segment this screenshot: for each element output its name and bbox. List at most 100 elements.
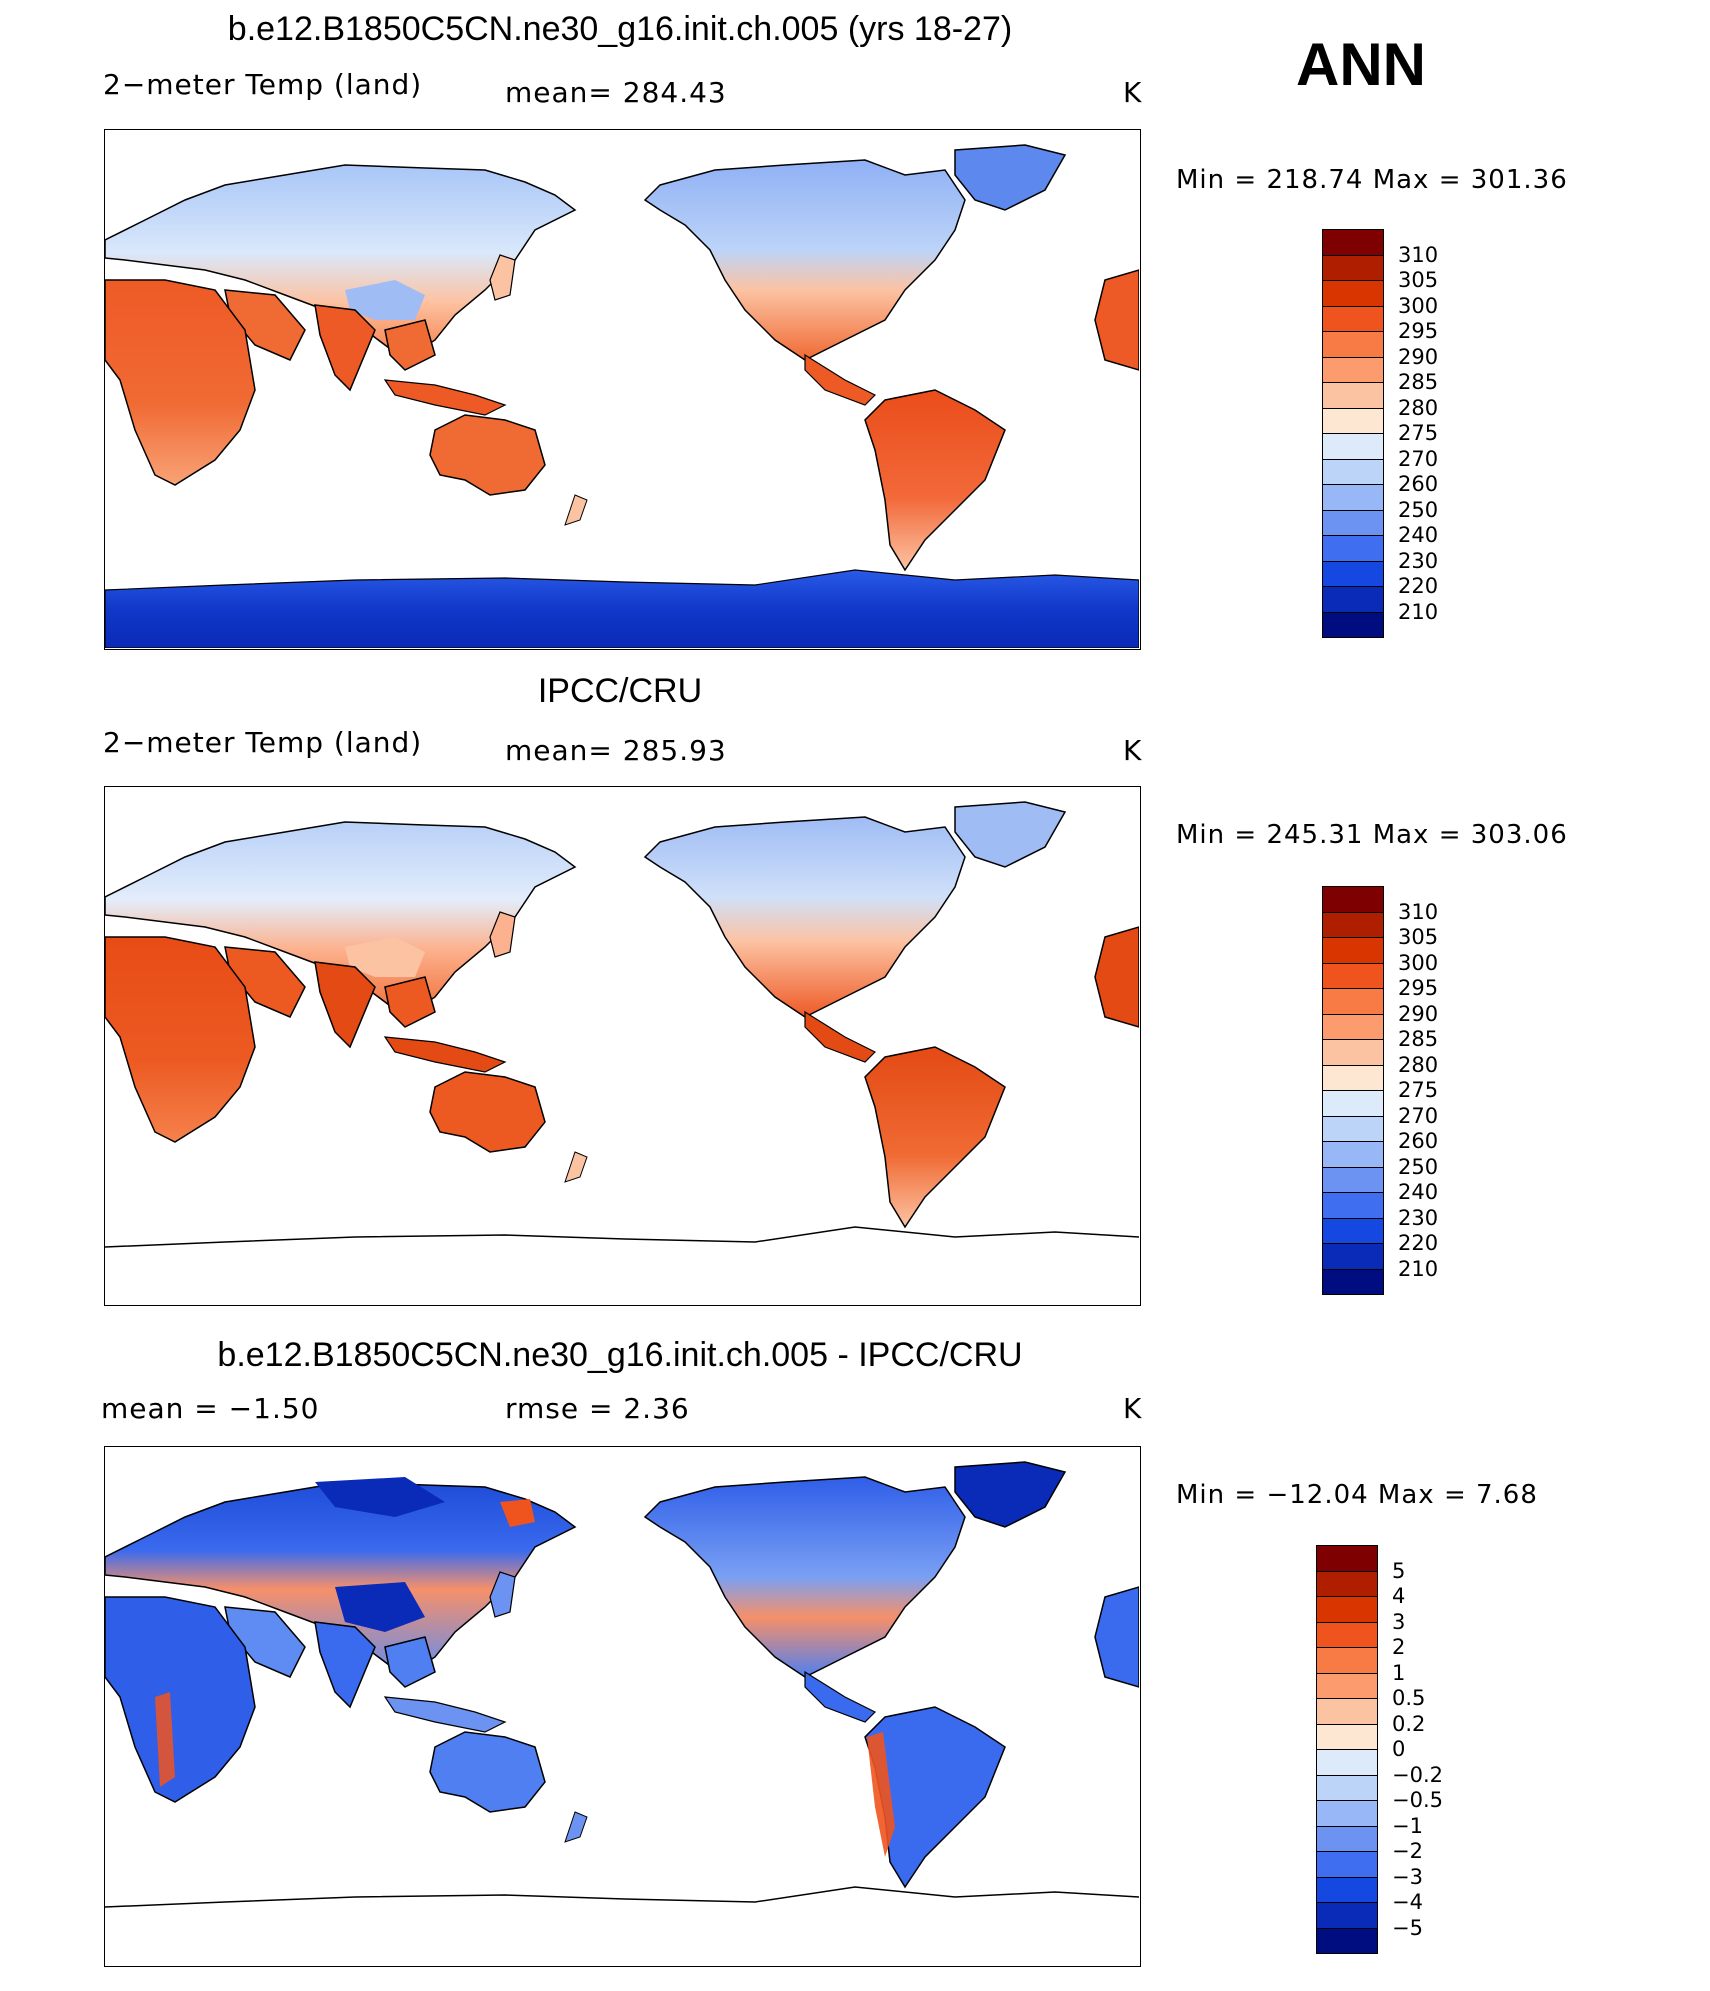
north-america-landmass — [643, 816, 966, 1018]
central-america-landmass — [804, 1010, 877, 1063]
colorbar-cell — [1316, 1749, 1378, 1776]
colorbar-cell — [1316, 1698, 1378, 1725]
australia-landmass — [429, 1731, 546, 1813]
colorbar-label: 290 — [1398, 1001, 1439, 1026]
colorbar-cell — [1316, 1851, 1378, 1878]
panel-1-map — [104, 129, 1141, 650]
panel-1-title: b.e12.B1850C5CN.ne30_g16.init.ch.005 (yr… — [227, 10, 1013, 48]
colorbar-label: 2 — [1392, 1635, 1406, 1659]
new-zealand-landmass — [564, 494, 588, 526]
colorbar-cell — [1322, 280, 1384, 307]
colorbar-cell — [1322, 382, 1384, 409]
panel-3-minmax: Min = −12.04 Max = 7.68 — [1176, 1480, 1538, 1510]
colorbar-label: 275 — [1398, 421, 1439, 445]
colorbar-label: −3 — [1392, 1864, 1423, 1889]
panel-3-colorbar: 5 4 3 2 1 0.5 0.2 0 −0.2 −0.5 −1 −2 −3 −4 −5 — [1316, 1545, 1443, 1954]
colorbar-cell — [1322, 586, 1384, 613]
colorbar-cell — [1322, 458, 1384, 485]
africa-east-edge — [1094, 269, 1139, 371]
colorbar-label: 250 — [1398, 1154, 1439, 1179]
colorbar-label: 0.2 — [1392, 1711, 1426, 1736]
australia-landmass — [429, 1071, 546, 1153]
colorbar-label: −4 — [1392, 1890, 1423, 1914]
map-canvas — [105, 144, 1139, 648]
panel-3-mean-label: mean = −1.50 — [101, 1392, 320, 1425]
colorbar-label: 270 — [1398, 446, 1439, 471]
colorbar-label: 290 — [1398, 344, 1439, 369]
india-landmass — [314, 1621, 376, 1709]
south-america-landmass — [864, 1046, 1006, 1229]
colorbar-label: 310 — [1398, 899, 1439, 924]
colorbar-label: 300 — [1398, 950, 1439, 975]
colorbar-cell — [1322, 331, 1384, 358]
colorbar-cell — [1322, 886, 1384, 913]
colorbar-cell — [1322, 1064, 1384, 1091]
greenland-landmass — [954, 801, 1067, 868]
north-america-landmass — [643, 159, 966, 361]
antarctica-coastline — [105, 1886, 1139, 1908]
africa-landmass — [105, 936, 256, 1143]
tibet-region — [345, 280, 425, 320]
colorbar-label: 285 — [1398, 1027, 1439, 1051]
colorbar-cell — [1322, 988, 1384, 1015]
india-landmass — [314, 304, 376, 392]
colorbar-label: 0.5 — [1392, 1686, 1426, 1710]
colorbar-label: 275 — [1398, 1078, 1439, 1102]
colorbar-label: 310 — [1398, 242, 1439, 267]
japan-landmass — [489, 1571, 516, 1618]
map-canvas — [105, 1461, 1139, 1908]
colorbar-label: −2 — [1392, 1839, 1423, 1863]
colorbar-cell — [1322, 1141, 1384, 1168]
colorbar-label: 305 — [1398, 268, 1439, 292]
colorbar-cell — [1322, 1217, 1384, 1244]
colorbar-cell — [1316, 1902, 1378, 1929]
colorbar-cell — [1322, 1039, 1384, 1066]
colorbar-cell — [1322, 356, 1384, 383]
colorbar-cell — [1316, 1672, 1378, 1699]
indochina-landmass — [384, 319, 436, 371]
africa-landmass — [105, 279, 256, 486]
antarctica-landmass — [105, 569, 1139, 648]
panel-1-units-label: K — [1123, 76, 1143, 109]
colorbar-cell — [1322, 1243, 1384, 1270]
africa-east-edge — [1094, 1586, 1139, 1688]
colorbar-label: 0 — [1392, 1737, 1406, 1761]
colorbar-label: 230 — [1398, 548, 1439, 573]
north-america-landmass — [643, 1476, 966, 1678]
panel-2-units-label: K — [1123, 734, 1143, 767]
colorbar-cell — [1322, 611, 1384, 638]
colorbar-cell — [1316, 1800, 1378, 1827]
colorbar-cell — [1322, 254, 1384, 281]
colorbar-label: 3 — [1392, 1609, 1406, 1634]
colorbar-cell — [1322, 1115, 1384, 1142]
panel-1-minmax: Min = 218.74 Max = 301.36 — [1176, 165, 1568, 195]
colorbar-cell — [1322, 407, 1384, 434]
panel-2-mean-label: mean= 285.93 — [505, 734, 727, 767]
colorbar-label: 295 — [1398, 976, 1439, 1000]
colorbar-label: 280 — [1398, 395, 1439, 420]
colorbar-cell — [1316, 1621, 1378, 1648]
colorbar-label: 220 — [1398, 574, 1439, 598]
colorbar-cell — [1322, 305, 1384, 332]
greenland-landmass — [954, 144, 1067, 211]
colorbar-cell — [1322, 1268, 1384, 1295]
colorbar-cell — [1322, 560, 1384, 587]
colorbar-cell — [1322, 962, 1384, 989]
panel-3-rmse-label: rmse = 2.36 — [505, 1392, 690, 1425]
colorbar-label: 295 — [1398, 319, 1439, 343]
panel-2-map — [104, 786, 1141, 1306]
panel-2-minmax: Min = 245.31 Max = 303.06 — [1176, 820, 1568, 850]
africa-landmass — [105, 1596, 256, 1803]
colorbar-cell — [1316, 1545, 1378, 1572]
colorbar-cell — [1322, 1166, 1384, 1193]
colorbar-cell — [1316, 1647, 1378, 1674]
colorbar-label: −0.2 — [1392, 1762, 1443, 1787]
colorbar-cell — [1322, 484, 1384, 511]
indonesia-landmass — [383, 379, 507, 416]
indochina-landmass — [384, 1636, 436, 1688]
new-zealand-landmass — [564, 1811, 588, 1843]
greenland-landmass — [954, 1461, 1067, 1528]
colorbar-cell — [1322, 535, 1384, 562]
map-canvas — [105, 801, 1139, 1248]
colorbar-label: 305 — [1398, 925, 1439, 949]
